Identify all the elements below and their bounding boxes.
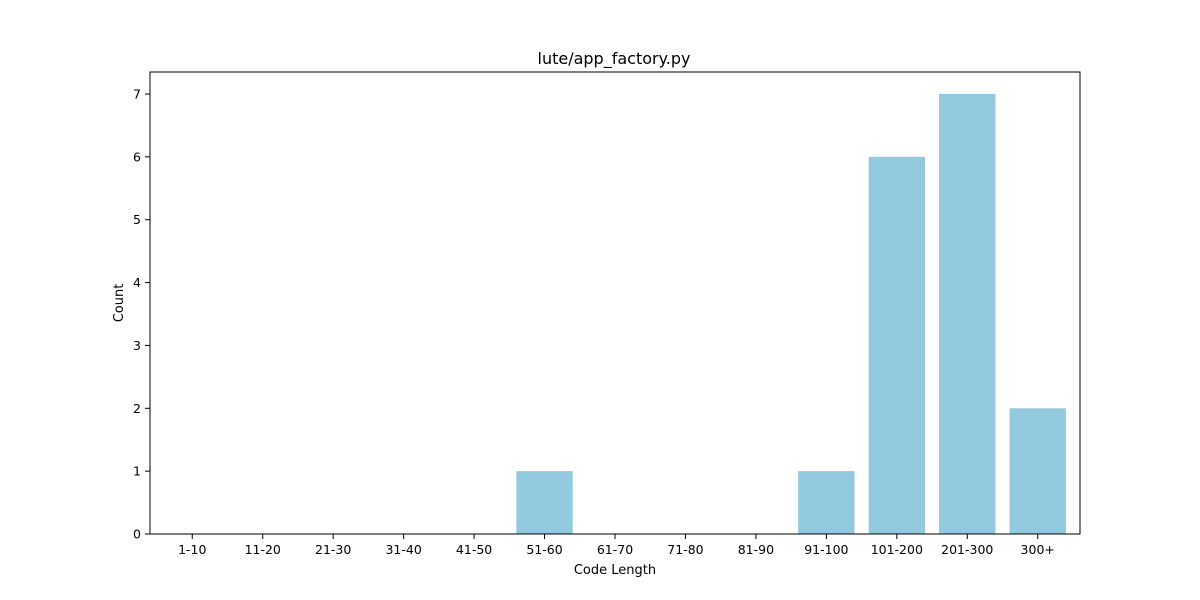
x-tick-label: 31-40 [385,542,421,557]
y-tick-label: 7 [133,87,141,102]
x-tick-label: 41-50 [456,542,492,557]
y-tick-label: 0 [133,527,141,542]
x-tick-label: 101-200 [871,542,923,557]
y-axis-label: Count [112,284,127,323]
x-axis-label: Code Length [574,563,656,578]
y-tick-label: 5 [133,212,141,227]
x-tick-label: 51-60 [526,542,562,557]
x-tick-label: 21-30 [315,542,351,557]
x-tick-label: 300+ [1021,542,1055,557]
bar-201-300 [939,94,996,534]
bar-101-200 [868,156,925,535]
y-tick-label: 3 [133,338,141,353]
x-tick-label: 201-300 [941,542,993,557]
y-tick-label: 6 [133,149,141,164]
x-tick-label: 71-80 [667,542,703,557]
y-axis: 0 1 2 3 4 5 6 7 [133,87,150,542]
x-tick-label: 81-90 [738,542,774,557]
y-tick-label: 2 [133,401,141,416]
bars-layer [516,94,1066,535]
x-tick-label: 61-70 [597,542,633,557]
x-tick-label: 91-100 [804,542,848,557]
x-tick-label: 11-20 [245,542,281,557]
bar-91-100 [798,471,855,534]
chart-title: lute/app_factory.py [538,49,691,69]
y-tick-label: 4 [133,275,141,290]
x-tick-label: 1-10 [178,542,206,557]
bar-51-60 [516,471,573,534]
bar-300+ [1009,408,1066,534]
x-axis: 1-10 11-20 21-30 31-40 41-50 51-60 61-70 71-80 8… [178,534,1055,557]
y-tick-label: 1 [133,464,141,479]
